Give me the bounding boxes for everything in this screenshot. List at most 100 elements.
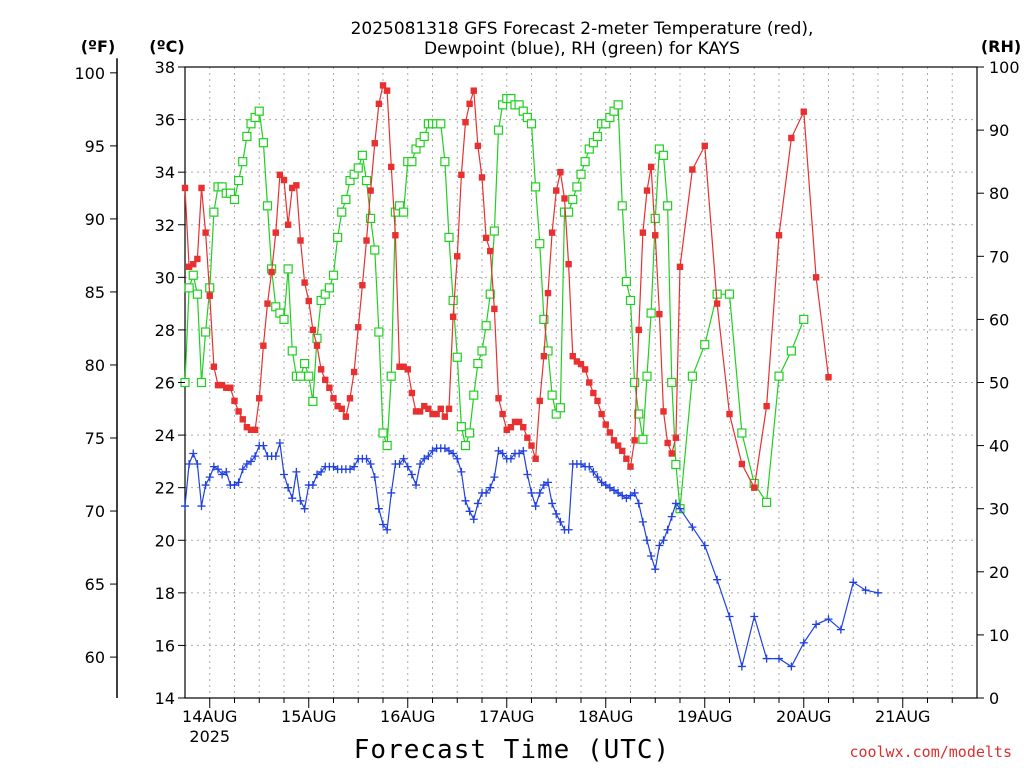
rh-point [324,283,334,293]
temperature-point [713,300,721,307]
dewpoint-point [519,446,528,455]
rh-point [493,125,504,135]
rh-point [481,321,491,331]
dewpoint-point [614,488,623,497]
temperature-point [643,187,651,194]
temperature-point [284,221,292,228]
temperature-point [738,460,746,468]
dewpoint-point [366,460,375,469]
dewpoint-point [420,454,429,463]
dewpoint-point [659,536,668,545]
temperature-point [305,297,312,305]
dewpoint-point [284,483,293,492]
rh-tick-label: 10 [989,626,1009,645]
temperature-point [392,232,399,239]
dewpoint-point [469,515,478,524]
fahrenheit-tick-label: 80 [85,356,105,375]
temperature-point [375,100,383,108]
dewpoint-point [185,460,194,469]
rh-point [572,182,582,192]
temperature-point [445,405,453,412]
rh-tick-label: 70 [989,247,1009,266]
temperature-point [470,87,477,94]
rh-point [465,428,475,438]
dewpoint-point [238,465,247,474]
temperature-point [243,423,251,431]
temperature-point [664,439,671,447]
dewpoint-point [412,481,420,490]
dewpoint-point [527,488,536,497]
rh-point [188,270,198,280]
temperature-point [218,381,226,389]
rh-point [646,308,656,318]
dewpoint-point [539,481,548,490]
temperature-point [421,402,428,410]
rh-point [312,333,322,343]
rh-tick-label: 50 [989,374,1009,393]
temperature-point [466,100,473,108]
temperature-point [610,437,618,444]
temperature-point [524,434,531,441]
dewpoint-point [775,654,783,663]
dewpoint-point [610,486,618,495]
dewpoint-point [585,462,594,471]
dewpoint-point [812,620,821,629]
temperature-point [227,384,234,391]
dewpoint-point [593,473,602,482]
temperature-point [503,426,510,434]
rh-point [378,428,388,438]
rh-point [687,371,697,381]
temperature-point [251,426,259,434]
temperature-point [788,134,795,142]
temperature-point [672,434,680,441]
dewpoint-point [874,588,882,597]
temperature-point [602,421,609,428]
rh-point [535,239,545,249]
dewpoint-point [296,496,305,505]
rh-point [592,131,603,142]
temperature-point [355,324,362,331]
dewpoint-point [605,483,614,492]
rh-point [357,150,367,160]
rh-point [262,201,273,211]
temperature-point [726,410,733,418]
temperature-point [594,397,601,405]
right-unit-rh: (RH) [981,37,1021,56]
time-tick-label: 14AUG [182,707,237,726]
rh-point [456,422,466,432]
temperature-point [264,300,271,307]
dewpoint-point [383,525,392,534]
rh-point [242,131,252,142]
temperature-point [309,326,317,334]
fahrenheit-tick-label: 75 [85,429,105,448]
x-axis-label: Forecast Time (UTC) [354,735,670,765]
rh-tick-label: 80 [989,184,1009,203]
temperature-point [656,310,663,318]
dewpoint-point [292,467,301,476]
temperature-point [581,366,589,373]
rh-point [341,194,351,205]
dewpoint-point [329,462,338,471]
time-tick-label: 20AUG [776,707,831,726]
temperature-point [487,247,494,255]
dewpoint-point [181,502,189,511]
temperature-point [499,410,506,418]
temperature-point [367,187,374,194]
temperature-point [660,408,667,415]
dewpoint-point [473,499,482,508]
temperature-point [412,408,420,415]
temperature-point [425,405,432,412]
temperature-point [293,182,300,189]
rh-point [630,377,640,388]
fahrenheit-tick-label: 60 [85,648,105,667]
dewpoint-point [280,470,288,479]
temperature-point [565,260,572,268]
rh-point [737,428,747,438]
temperature-point [569,353,576,360]
credit-text: coolwx.com/modelts [849,743,1012,761]
rh-point [333,232,343,242]
temperature-point [429,410,436,418]
temperature-point [210,363,218,370]
temperature-point [586,379,593,386]
